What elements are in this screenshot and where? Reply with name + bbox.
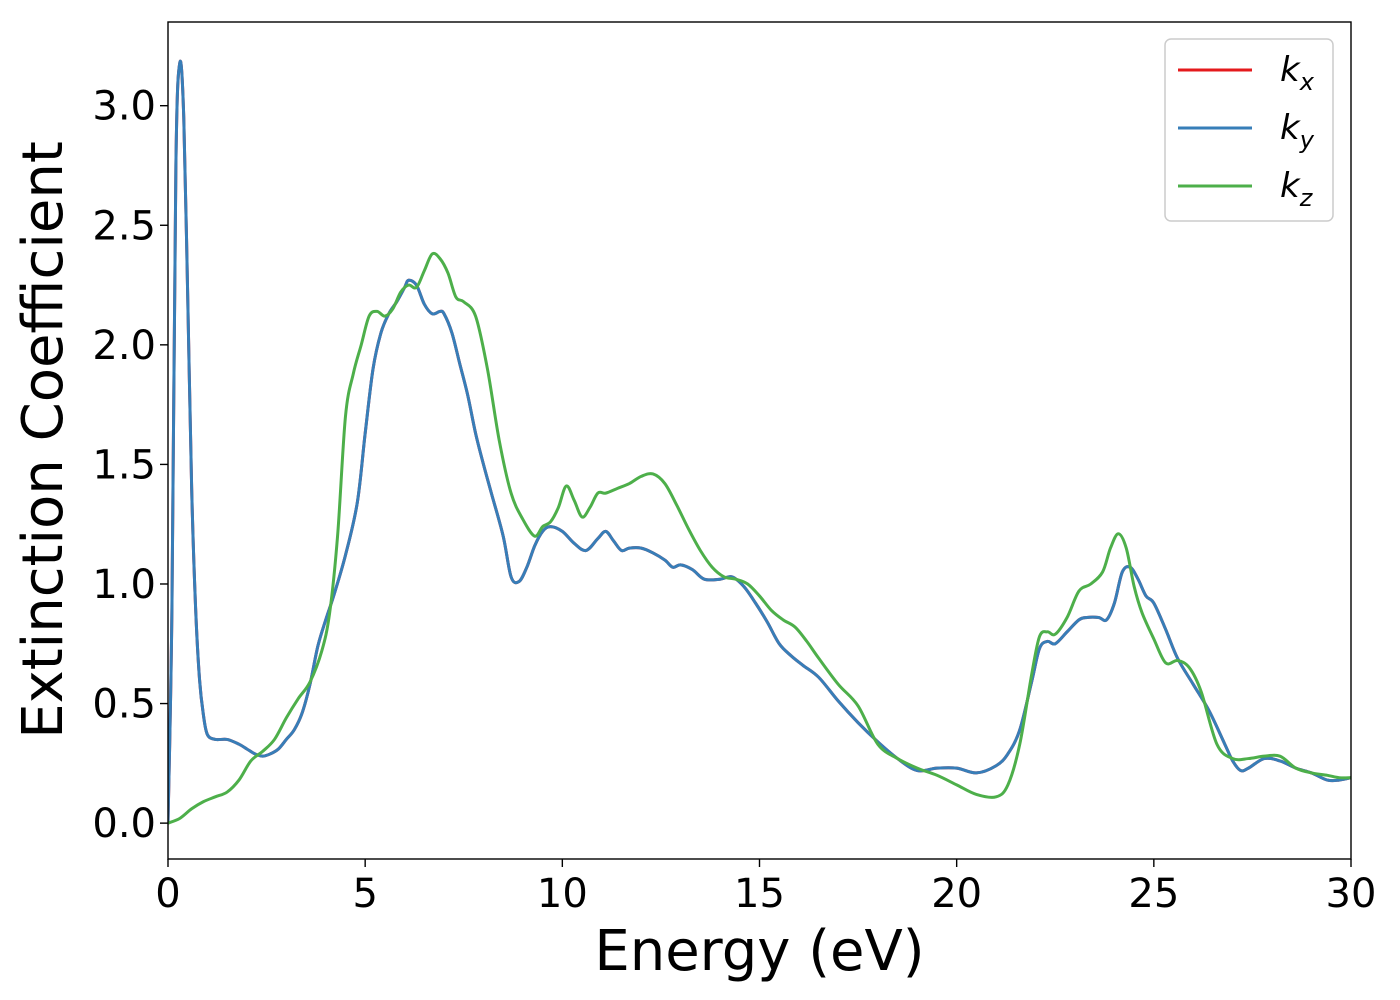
y-tick-label: 0.0 [92, 801, 156, 847]
legend-frame [1164, 38, 1334, 222]
x-tick-label: 30 [1326, 871, 1377, 917]
y-axis-title: Extinction Coefficient [11, 141, 76, 739]
series-layer [168, 59, 1351, 825]
legend-label-kx: kx [1280, 50, 1315, 96]
legend: kx ky kz [1164, 38, 1334, 222]
y-tick-label: 2.5 [92, 203, 156, 249]
legend-label-ky: ky [1280, 108, 1315, 154]
series-line-ky [168, 59, 1351, 825]
series-line-kz [168, 251, 1351, 825]
y-tick-label: 2.0 [92, 323, 156, 369]
y-tick-label: 1.5 [92, 442, 156, 488]
x-tick-label: 20 [931, 871, 982, 917]
x-tick-label: 10 [537, 871, 588, 917]
y-tick-label: 1.0 [92, 562, 156, 608]
y-tick-label: 0.5 [92, 682, 156, 728]
x-axis: 0 5 10 15 20 25 30 [155, 859, 1376, 917]
x-tick-label: 5 [352, 871, 377, 917]
x-axis-title: Energy (eV) [594, 919, 924, 984]
y-axis: 0.0 0.5 1.0 1.5 2.0 2.5 3.0 [92, 84, 168, 847]
x-tick-label: 0 [155, 871, 180, 917]
legend-label-kz: kz [1280, 166, 1314, 212]
y-tick-label: 3.0 [92, 84, 156, 130]
x-tick-label: 25 [1128, 871, 1179, 917]
x-tick-label: 15 [734, 871, 785, 917]
